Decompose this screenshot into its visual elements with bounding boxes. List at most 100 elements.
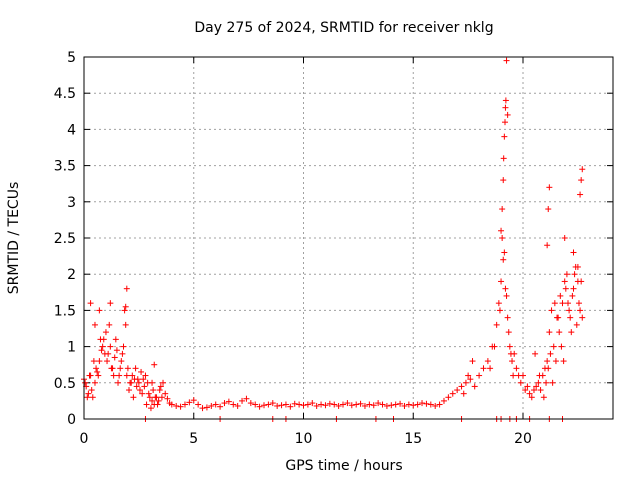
data-point [504,314,511,321]
data-point [554,314,561,321]
data-point [560,358,567,365]
x-tick-label: 5 [189,431,198,447]
data-point [123,285,130,292]
data-point [392,401,399,408]
data-point [88,387,95,394]
data-point [500,256,507,263]
data-point [149,397,156,404]
data-point [186,399,193,406]
data-point [578,278,585,285]
data-points [81,57,586,422]
data-point [282,401,289,408]
data-point [533,383,540,390]
data-point [84,394,91,401]
data-point [575,300,582,307]
data-point [548,307,555,314]
data-point [507,350,514,357]
data-point [545,365,552,372]
data-point [545,206,552,213]
data-point [110,372,117,379]
data-point [469,358,476,365]
data-point [108,365,115,372]
data-point [313,402,320,409]
data-point [579,166,586,173]
data-point [208,402,215,409]
data-point [129,372,136,379]
data-point [375,400,382,407]
data-point [449,390,456,397]
y-tick-label: 2 [67,267,76,283]
data-point [247,400,254,407]
data-point [225,398,232,405]
data-point [550,343,557,350]
y-tick-label: 1.5 [54,303,76,319]
data-point [467,376,474,383]
data-point [361,402,368,409]
data-point [500,155,507,162]
data-point [513,365,520,372]
data-point [93,365,100,372]
data-point [571,271,578,278]
data-point [291,400,298,407]
data-point [510,372,517,379]
data-point [410,402,417,409]
data-point [557,292,564,299]
data-point [471,383,478,390]
data-point [498,227,505,234]
data-point [195,401,202,408]
data-point [155,397,162,404]
data-point [221,400,228,407]
data-point [118,358,125,365]
data-point [427,401,434,408]
data-point [106,321,113,328]
data-point [503,57,510,64]
data-point [436,401,443,408]
data-point [158,394,165,401]
data-point [502,285,509,292]
data-point [134,376,141,383]
data-point [112,336,119,343]
data-point [530,387,537,394]
data-point [120,343,127,350]
data-point [122,321,129,328]
data-point [499,235,506,241]
data-point [579,314,586,321]
data-point [524,383,531,390]
data-point [568,329,575,336]
data-point [574,263,581,270]
y-tick-label: 5 [67,50,76,66]
data-point [99,343,106,350]
data-point [432,402,439,409]
data-point [517,379,524,386]
data-point [278,402,285,409]
data-point [287,403,294,410]
data-point [115,379,122,386]
data-point [465,372,472,379]
data-point [414,401,421,408]
data-point [495,300,502,307]
data-point [95,372,102,379]
data-point [493,321,500,328]
data-point [547,350,554,357]
data-point [96,307,103,314]
data-point [136,387,143,394]
data-point [128,379,135,386]
data-point [256,403,263,410]
data-point [164,395,171,402]
y-tick-label: 4.5 [54,86,76,102]
data-point [503,292,510,299]
data-point [141,383,148,390]
data-point [502,104,509,111]
data-point [454,387,461,394]
x-axis-ticks: 0 5 10 15 20 [80,57,532,447]
data-point [445,394,452,401]
data-point [87,300,94,307]
plot-frame [83,56,614,420]
data-point [139,390,146,397]
data-point [484,358,491,365]
data-point [154,401,161,408]
y-tick-label: 1 [67,340,76,356]
data-point [150,387,157,394]
data-point [506,343,513,350]
data-point [121,307,128,314]
